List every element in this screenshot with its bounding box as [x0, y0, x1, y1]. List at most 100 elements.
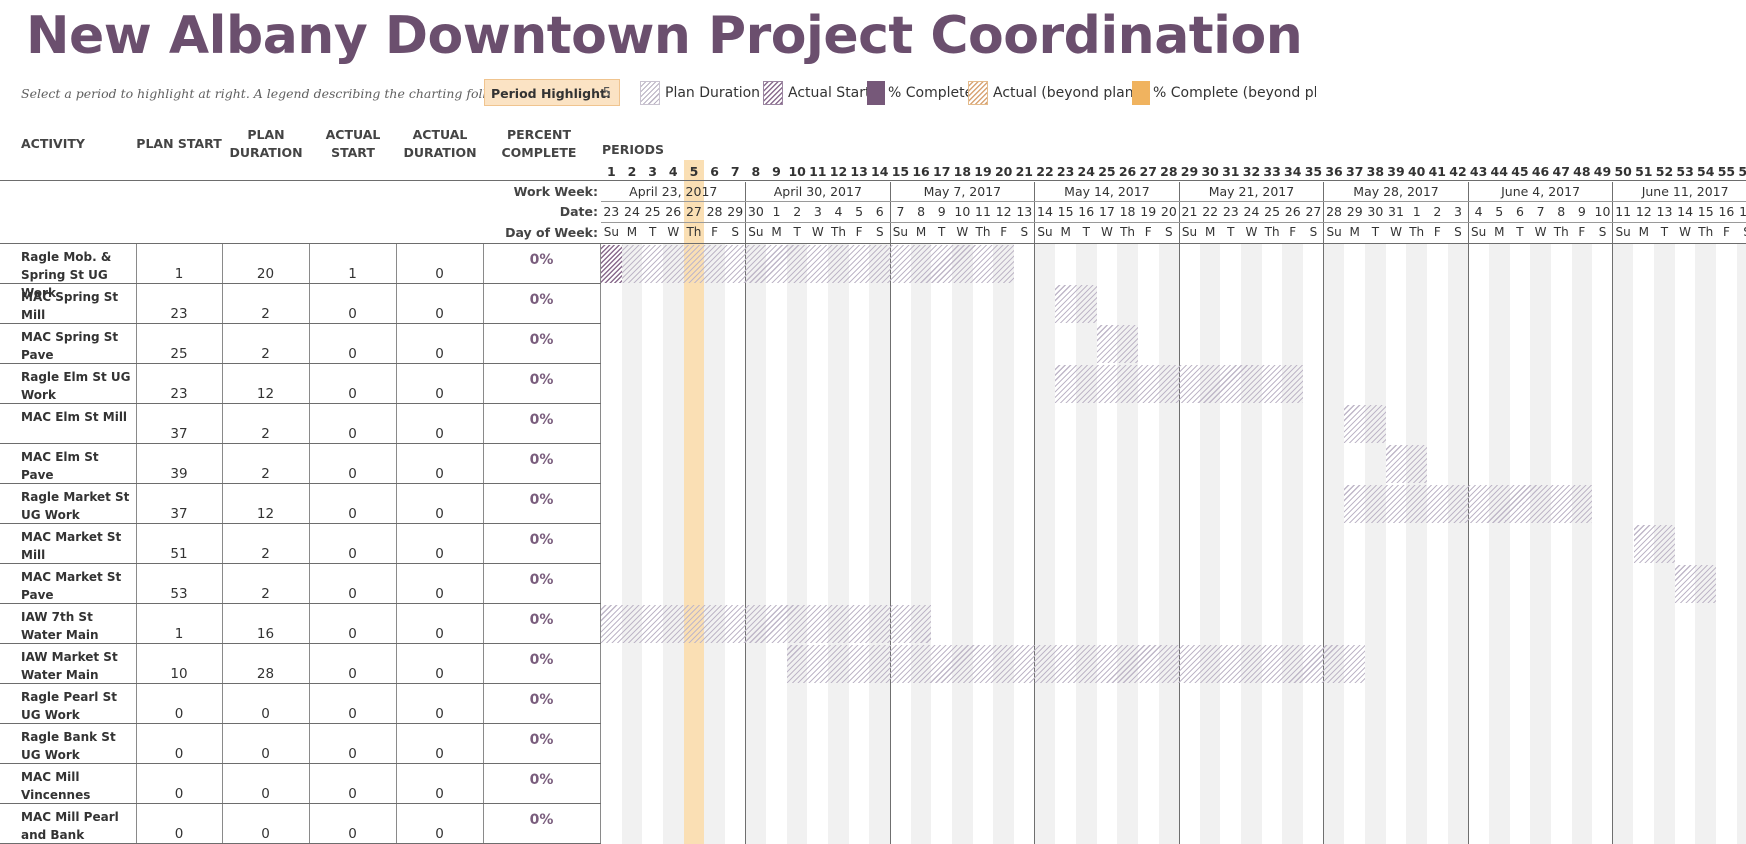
period-number[interactable]: 15 [891, 164, 910, 179]
percent-complete-cell[interactable]: 0% [529, 652, 554, 668]
actual-start-cell[interactable]: 0 [348, 786, 357, 802]
actual-start-cell[interactable]: 0 [348, 666, 357, 682]
period-number[interactable]: 50 [1614, 164, 1632, 179]
activity-name[interactable]: Ragle Bank St UG Work [21, 730, 116, 762]
period-number[interactable]: 46 [1531, 164, 1550, 179]
percent-complete-cell[interactable]: 0% [529, 612, 554, 628]
plan-start-cell[interactable]: 1 [174, 266, 184, 282]
plan-duration-cell[interactable]: 2 [261, 466, 270, 482]
period-number[interactable]: 41 [1428, 164, 1447, 179]
period-number[interactable]: 53 [1676, 164, 1694, 179]
plan-duration-cell[interactable]: 12 [256, 506, 275, 522]
activity-name[interactable]: Ragle Elm St UG Work [21, 370, 131, 402]
plan-start-cell[interactable]: 53 [170, 586, 188, 602]
period-number[interactable]: 24 [1077, 164, 1095, 179]
activity-name[interactable]: Ragle Pearl St UG Work [21, 690, 117, 722]
period-number[interactable]: 48 [1573, 164, 1591, 179]
activity-name[interactable]: MAC Market St Pave [21, 570, 122, 602]
plan-start-cell[interactable]: 0 [174, 826, 184, 842]
period-number[interactable]: 40 [1407, 164, 1426, 179]
actual-duration-cell[interactable]: 0 [435, 306, 444, 322]
actual-duration-cell[interactable]: 0 [435, 386, 444, 402]
percent-complete-cell[interactable]: 0% [529, 332, 554, 348]
actual-duration-cell[interactable]: 0 [435, 546, 444, 562]
percent-complete-cell[interactable]: 0% [529, 252, 554, 268]
period-number[interactable]: 19 [974, 164, 992, 179]
percent-complete-cell[interactable]: 0% [529, 772, 554, 788]
period-number[interactable]: 47 [1552, 164, 1570, 179]
actual-start-cell[interactable]: 0 [348, 386, 357, 402]
actual-duration-cell[interactable]: 0 [435, 506, 444, 522]
plan-duration-cell[interactable]: 0 [261, 706, 270, 722]
plan-duration-cell[interactable]: 2 [261, 426, 270, 442]
percent-complete-cell[interactable]: 0% [529, 692, 554, 708]
activity-name[interactable]: MAC Spring St Pave [21, 330, 119, 362]
period-number[interactable]: 56 [1738, 164, 1746, 179]
period-number[interactable]: 12 [829, 164, 848, 179]
plan-start-cell[interactable]: 25 [170, 346, 188, 362]
activity-name[interactable]: MAC Elm St Mill [21, 410, 128, 424]
plan-start-cell[interactable]: 51 [170, 546, 188, 562]
actual-duration-cell[interactable]: 0 [435, 826, 444, 842]
actual-start-cell[interactable]: 1 [348, 266, 357, 282]
actual-start-cell[interactable]: 0 [348, 426, 357, 442]
plan-duration-cell[interactable]: 2 [261, 346, 270, 362]
activity-name[interactable]: MAC Mill Pearl and Bank [21, 810, 119, 842]
period-number[interactable]: 36 [1325, 164, 1343, 179]
plan-duration-cell[interactable]: 2 [261, 306, 270, 322]
period-number[interactable]: 52 [1655, 164, 1674, 179]
plan-start-cell[interactable]: 1 [174, 626, 184, 642]
period-number[interactable]: 44 [1490, 164, 1508, 179]
activity-name[interactable]: MAC Mill Vincennes [21, 770, 91, 802]
actual-duration-cell[interactable]: 0 [435, 666, 444, 682]
plan-duration-cell[interactable]: 0 [261, 786, 270, 802]
plan-start-cell[interactable]: 10 [170, 666, 188, 682]
activity-name[interactable]: MAC Market St Mill [21, 530, 122, 562]
period-number[interactable]: 23 [1056, 164, 1075, 179]
period-number[interactable]: 9 [772, 164, 781, 179]
plan-start-cell[interactable]: 23 [170, 306, 188, 322]
period-number[interactable]: 38 [1366, 164, 1385, 179]
period-number[interactable]: 28 [1160, 164, 1178, 179]
period-number[interactable]: 18 [953, 164, 972, 179]
percent-complete-cell[interactable]: 0% [529, 732, 554, 748]
plan-duration-cell[interactable]: 28 [256, 666, 275, 682]
percent-complete-cell[interactable]: 0% [529, 812, 554, 828]
plan-start-cell[interactable]: 0 [174, 786, 184, 802]
period-highlight-value[interactable]: 5 [602, 86, 611, 101]
actual-duration-cell[interactable]: 0 [435, 746, 444, 762]
period-number[interactable]: 6 [710, 164, 719, 179]
activity-name[interactable]: Ragle Market St UG Work [21, 490, 130, 522]
plan-duration-cell[interactable]: 16 [256, 626, 275, 642]
period-number[interactable]: 35 [1304, 164, 1323, 179]
activity-name[interactable]: IAW 7th St Water Main [21, 610, 99, 642]
percent-complete-cell[interactable]: 0% [529, 572, 554, 588]
actual-start-cell[interactable]: 0 [348, 626, 357, 642]
plan-start-cell[interactable]: 37 [170, 506, 188, 522]
period-number[interactable]: 34 [1284, 164, 1302, 179]
actual-start-cell[interactable]: 0 [348, 746, 357, 762]
actual-start-cell[interactable]: 0 [348, 346, 357, 362]
period-number[interactable]: 10 [788, 164, 806, 179]
activity-name[interactable]: MAC Elm St Pave [21, 450, 99, 482]
plan-start-cell[interactable]: 37 [170, 426, 188, 442]
period-number[interactable]: 42 [1449, 164, 1467, 179]
plan-duration-cell[interactable]: 2 [261, 546, 270, 562]
period-number[interactable]: 49 [1593, 164, 1612, 179]
plan-duration-cell[interactable]: 0 [261, 826, 270, 842]
actual-start-cell[interactable]: 0 [348, 586, 357, 602]
actual-duration-cell[interactable]: 0 [435, 426, 444, 442]
actual-start-cell[interactable]: 0 [348, 306, 357, 322]
period-number[interactable]: 33 [1263, 164, 1281, 179]
period-highlight-field[interactable]: Period Highlight: 5 [484, 79, 620, 106]
period-number[interactable]: 37 [1346, 164, 1364, 179]
plan-duration-cell[interactable]: 20 [256, 266, 275, 282]
plan-start-cell[interactable]: 39 [170, 466, 188, 482]
period-number[interactable]: 27 [1139, 164, 1157, 179]
actual-start-cell[interactable]: 0 [348, 706, 357, 722]
actual-duration-cell[interactable]: 0 [435, 586, 444, 602]
plan-duration-cell[interactable]: 0 [261, 746, 270, 762]
percent-complete-cell[interactable]: 0% [529, 412, 554, 428]
period-number[interactable]: 43 [1469, 164, 1488, 179]
actual-start-cell[interactable]: 0 [348, 826, 357, 842]
